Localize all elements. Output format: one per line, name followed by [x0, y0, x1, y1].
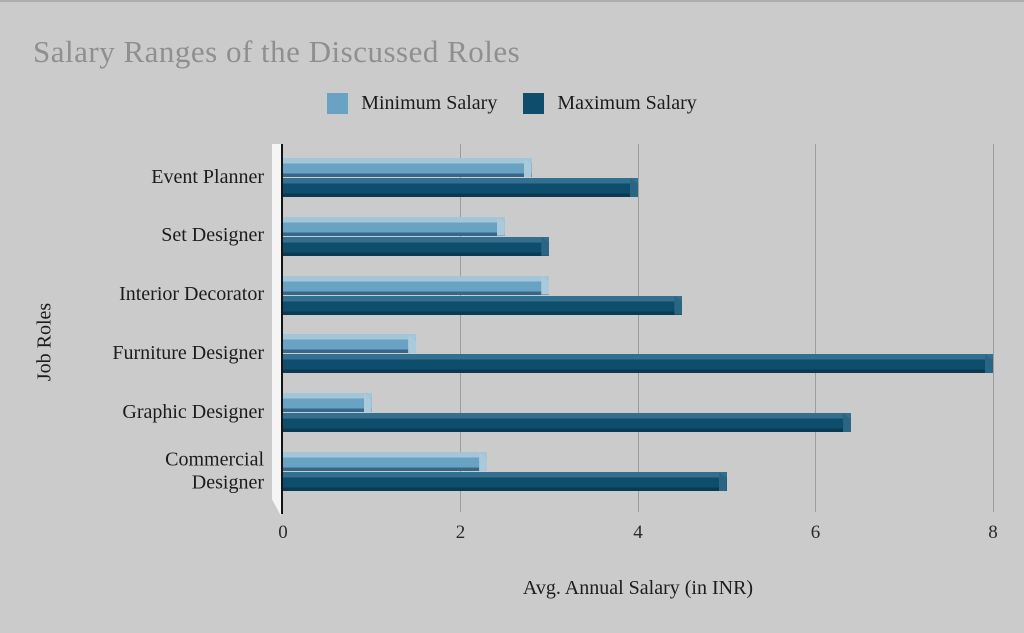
chart-title: Salary Ranges of the Discussed Roles — [33, 34, 521, 69]
legend-item-minimum-salary: Minimum Salary — [327, 92, 497, 115]
bar-end-cap — [843, 413, 851, 433]
bar-min-salary — [283, 158, 532, 177]
category-label: Graphic Designer — [122, 400, 264, 423]
legend-swatch-minimum-icon — [327, 93, 349, 114]
gridline — [992, 144, 994, 512]
legend-label-maximum: Maximum Salary — [557, 92, 697, 114]
category-label: Event Planner — [151, 165, 264, 188]
bar-min-salary — [283, 275, 550, 295]
plot-area — [272, 144, 994, 516]
x-tick-label: 6 — [810, 522, 821, 543]
y-axis-title: Job Roles — [33, 302, 56, 382]
legend-label-minimum: Minimum Salary — [361, 92, 498, 114]
bar-end-cap — [541, 236, 550, 256]
bar-max-salary — [283, 354, 993, 374]
legend: Minimum Salary Maximum Salary — [0, 92, 1024, 115]
bar-end-cap — [541, 275, 550, 295]
legend-item-maximum-salary: Maximum Salary — [523, 92, 697, 115]
category-labels: Event Planner Set Designer Interior Decora… — [0, 144, 268, 512]
bar-end-cap — [630, 178, 638, 197]
bar-max-salary — [283, 472, 727, 491]
bar-end-cap — [523, 158, 532, 177]
y-axis-line — [281, 144, 283, 514]
axis-wall-3d — [272, 144, 281, 516]
legend-swatch-maximum-icon — [523, 93, 545, 114]
bar-end-cap — [496, 216, 505, 236]
x-tick-label: 2 — [455, 522, 466, 543]
bar-min-salary — [283, 216, 505, 236]
bar-end-cap — [363, 393, 372, 413]
top-edge-divider — [0, 0, 1024, 2]
gridline — [815, 144, 816, 512]
x-tick-label: 4 — [633, 522, 643, 543]
bar-end-cap — [479, 452, 488, 471]
bar-end-cap — [718, 472, 727, 491]
x-axis-title: Avg. Annual Salary (in INR) — [522, 577, 754, 599]
bar-max-salary — [283, 178, 638, 197]
bar-max-salary — [283, 295, 683, 315]
bar-end-cap — [674, 295, 683, 315]
gridline — [637, 144, 639, 512]
bar-end-cap — [408, 334, 417, 354]
bar-min-salary — [283, 334, 417, 354]
category-label: Interior Decorator — [119, 283, 264, 306]
x-tick-label: 0 — [278, 522, 288, 543]
bar-max-salary — [283, 413, 851, 433]
bar-max-salary — [283, 236, 550, 256]
gridline — [460, 144, 461, 512]
bar-end-cap — [985, 354, 993, 374]
bar-min-salary — [283, 393, 372, 413]
category-label: Set Designer — [161, 224, 264, 247]
bar-min-salary — [283, 452, 488, 471]
x-tick-label: 8 — [988, 522, 998, 543]
category-label: Furniture Designer — [112, 342, 264, 365]
category-label: Commercial Designer — [165, 447, 264, 494]
